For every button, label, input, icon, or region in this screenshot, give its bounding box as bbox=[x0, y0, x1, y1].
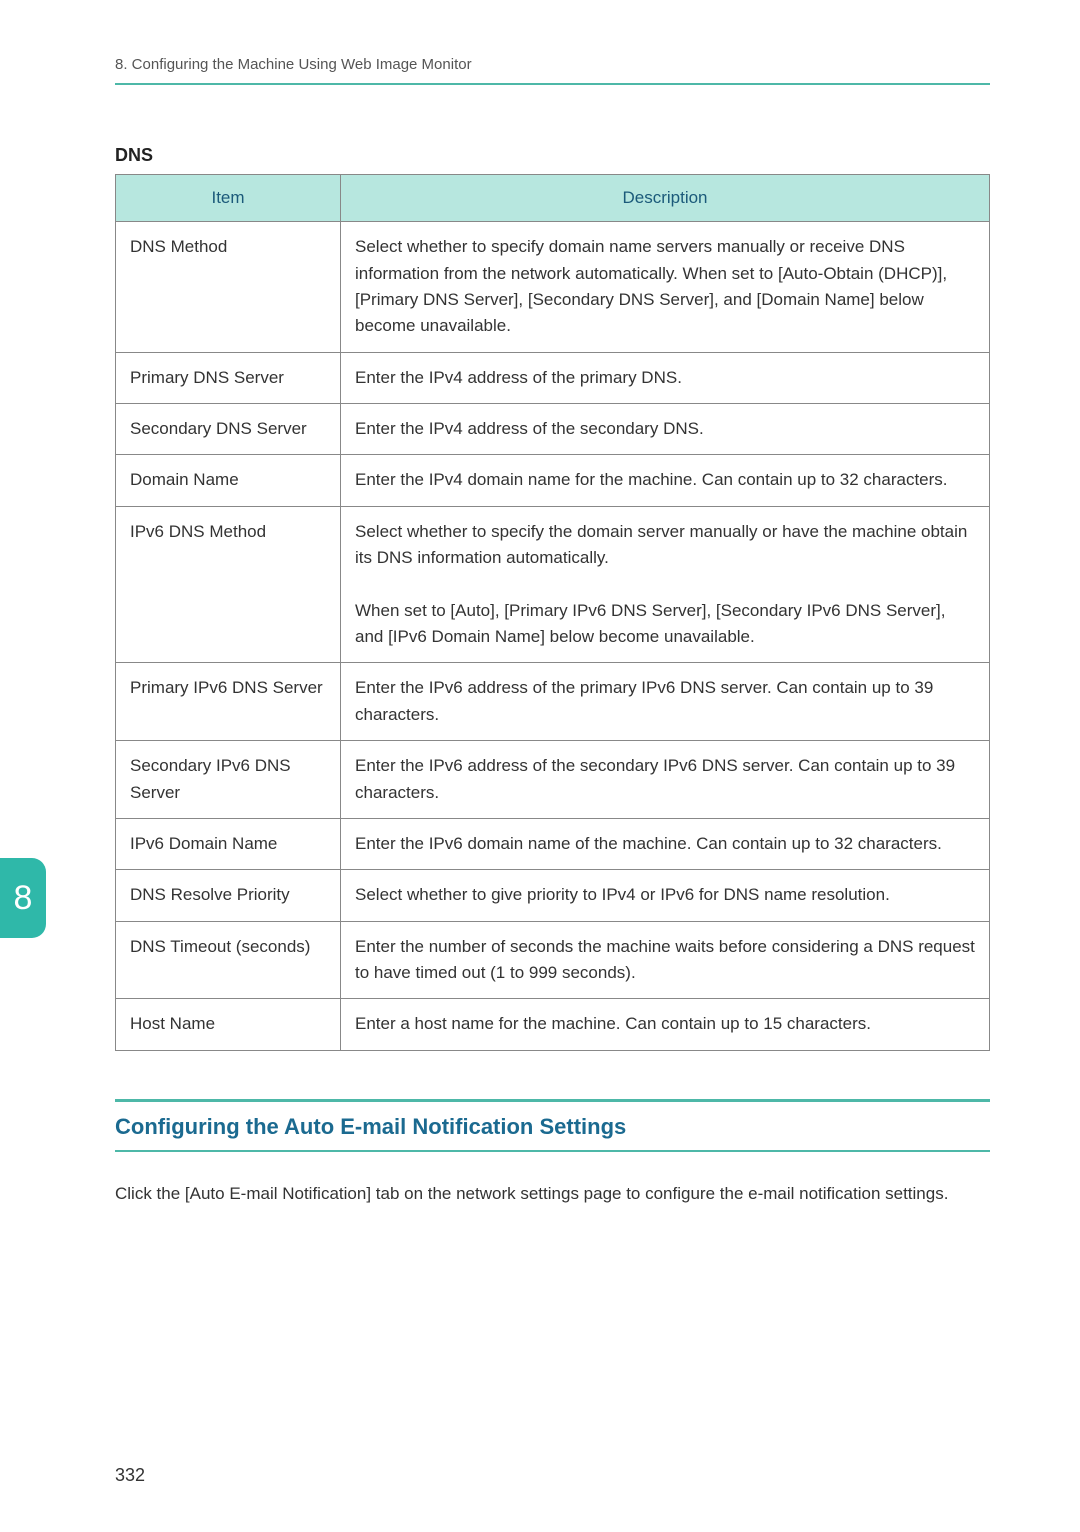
chapter-number: 8 bbox=[14, 879, 33, 918]
table-cell-item: DNS Method bbox=[116, 222, 341, 352]
breadcrumb: 8. Configuring the Machine Using Web Ima… bbox=[115, 56, 990, 83]
table-cell-desc: Enter the IPv4 address of the secondary … bbox=[341, 404, 990, 455]
table-cell-desc: Enter a host name for the machine. Can c… bbox=[341, 999, 990, 1050]
table-header-description: Description bbox=[341, 175, 990, 222]
dns-table: Item Description DNS Method Select wheth… bbox=[115, 174, 990, 1051]
table-cell-item: Primary IPv6 DNS Server bbox=[116, 663, 341, 741]
chapter-tab: 8 bbox=[0, 858, 46, 938]
auto-email-section: Configuring the Auto E-mail Notification… bbox=[115, 1099, 990, 1207]
page-number: 332 bbox=[115, 1465, 145, 1486]
table-cell-desc: Enter the IPv4 domain name for the machi… bbox=[341, 455, 990, 506]
table-row: Secondary DNS Server Enter the IPv4 addr… bbox=[116, 404, 990, 455]
table-cell-desc: Select whether to specify domain name se… bbox=[341, 222, 990, 352]
table-row: Domain Name Enter the IPv4 domain name f… bbox=[116, 455, 990, 506]
table-cell-item: Host Name bbox=[116, 999, 341, 1050]
table-cell-item: Primary DNS Server bbox=[116, 352, 341, 403]
dns-heading: DNS bbox=[115, 145, 990, 166]
table-row: DNS Resolve Priority Select whether to g… bbox=[116, 870, 990, 921]
table-cell-item: DNS Timeout (seconds) bbox=[116, 921, 341, 999]
table-row: Primary IPv6 DNS Server Enter the IPv6 a… bbox=[116, 663, 990, 741]
table-row: IPv6 DNS Method Select whether to specif… bbox=[116, 506, 990, 663]
table-cell-item: DNS Resolve Priority bbox=[116, 870, 341, 921]
table-row: Host Name Enter a host name for the mach… bbox=[116, 999, 990, 1050]
section-body-text: Click the [Auto E-mail Notification] tab… bbox=[115, 1180, 990, 1207]
table-header-row: Item Description bbox=[116, 175, 990, 222]
table-cell-desc: Select whether to specify the domain ser… bbox=[341, 506, 990, 663]
table-cell-desc: Enter the IPv6 domain name of the machin… bbox=[341, 818, 990, 869]
table-cell-desc: Enter the number of seconds the machine … bbox=[341, 921, 990, 999]
table-row: Primary DNS Server Enter the IPv4 addres… bbox=[116, 352, 990, 403]
table-cell-item: Secondary IPv6 DNS Server bbox=[116, 741, 341, 819]
table-row: DNS Method Select whether to specify dom… bbox=[116, 222, 990, 352]
section-rule-top bbox=[115, 1099, 990, 1102]
table-cell-desc: Enter the IPv4 address of the primary DN… bbox=[341, 352, 990, 403]
page-content: DNS Item Description DNS Method Select w… bbox=[0, 145, 1080, 1207]
table-header-item: Item bbox=[116, 175, 341, 222]
table-cell-desc: Enter the IPv6 address of the primary IP… bbox=[341, 663, 990, 741]
section-rule-bottom bbox=[115, 1150, 990, 1152]
table-cell-item: IPv6 DNS Method bbox=[116, 506, 341, 663]
section-heading: Configuring the Auto E-mail Notification… bbox=[115, 1114, 990, 1140]
table-row: DNS Timeout (seconds) Enter the number o… bbox=[116, 921, 990, 999]
table-row: IPv6 Domain Name Enter the IPv6 domain n… bbox=[116, 818, 990, 869]
header-rule bbox=[115, 83, 990, 85]
table-cell-item: IPv6 Domain Name bbox=[116, 818, 341, 869]
table-cell-desc: Enter the IPv6 address of the secondary … bbox=[341, 741, 990, 819]
page-header: 8. Configuring the Machine Using Web Ima… bbox=[0, 0, 1080, 85]
table-cell-desc: Select whether to give priority to IPv4 … bbox=[341, 870, 990, 921]
table-cell-item: Domain Name bbox=[116, 455, 341, 506]
table-cell-item: Secondary DNS Server bbox=[116, 404, 341, 455]
table-row: Secondary IPv6 DNS Server Enter the IPv6… bbox=[116, 741, 990, 819]
